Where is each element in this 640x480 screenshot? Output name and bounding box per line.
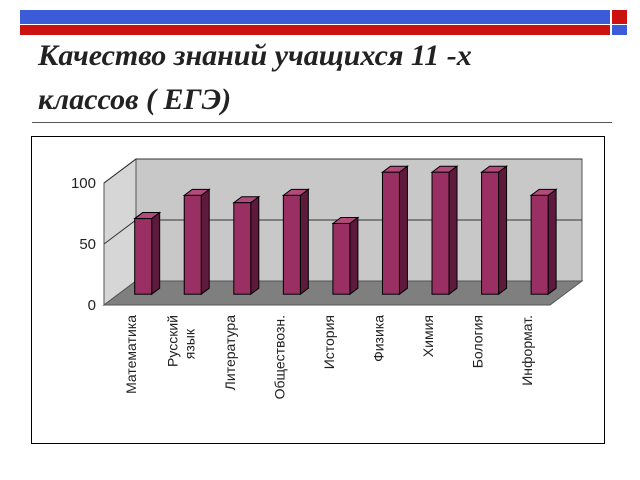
category-label-line: Информат. [519,315,535,386]
bar [233,202,252,295]
bar-side [448,165,458,296]
category-label: Информат. [519,315,535,386]
bar [332,222,351,295]
category-label: Математика [123,315,139,394]
category-label: История [321,315,337,369]
bar-side [398,165,408,296]
bar-side [200,188,210,296]
bar [282,194,301,295]
top-bar-blue-stripe [20,10,610,24]
category-label-line: Обществозн. [271,315,287,399]
top-bar-red-stripe [20,25,610,35]
bar-side [299,188,309,296]
bar-chart: 0 50 100 Математика Русскийязык Литература Общ… [71,158,584,399]
bar-side [547,188,557,296]
category-label: Литература [222,315,238,391]
category-label-line: Математика [123,315,139,394]
top-bar-red-square [612,10,627,24]
bar [431,171,450,295]
slide-title: Качество знаний учащихся 11 -х классов (… [38,39,472,116]
y-tick-label: 0 [88,297,96,314]
bar-side [250,195,260,296]
category-label-line: Физика [371,315,387,362]
bar-side [151,211,161,296]
category-label-line: Бология [470,315,486,368]
category-label-line: Литература [222,315,238,391]
bar [134,218,153,295]
category-label-line: Химия [420,315,436,357]
bar-side [498,165,508,296]
bar [183,194,202,295]
category-label-line: язык [181,328,197,359]
top-decorative-bar [20,10,627,35]
category-label: Физика [371,315,387,362]
category-label: Химия [420,315,436,357]
category-label-line: История [321,315,337,369]
bar-side [349,216,359,296]
gridline [103,158,582,184]
title-divider [32,122,612,123]
y-tick-label: 100 [71,175,96,192]
category-label-line: Русский [164,315,180,367]
top-bar-blue-square [612,25,627,35]
bar [481,171,500,295]
category-label: Бология [470,315,486,368]
bar [381,171,400,295]
category-label: Обществозн. [271,315,287,399]
y-tick-label: 50 [79,236,96,253]
category-label: Русскийязык [164,315,197,367]
chart-frame: 0 50 100 Математика Русскийязык Литература Общ… [31,136,605,444]
bar [530,194,549,295]
